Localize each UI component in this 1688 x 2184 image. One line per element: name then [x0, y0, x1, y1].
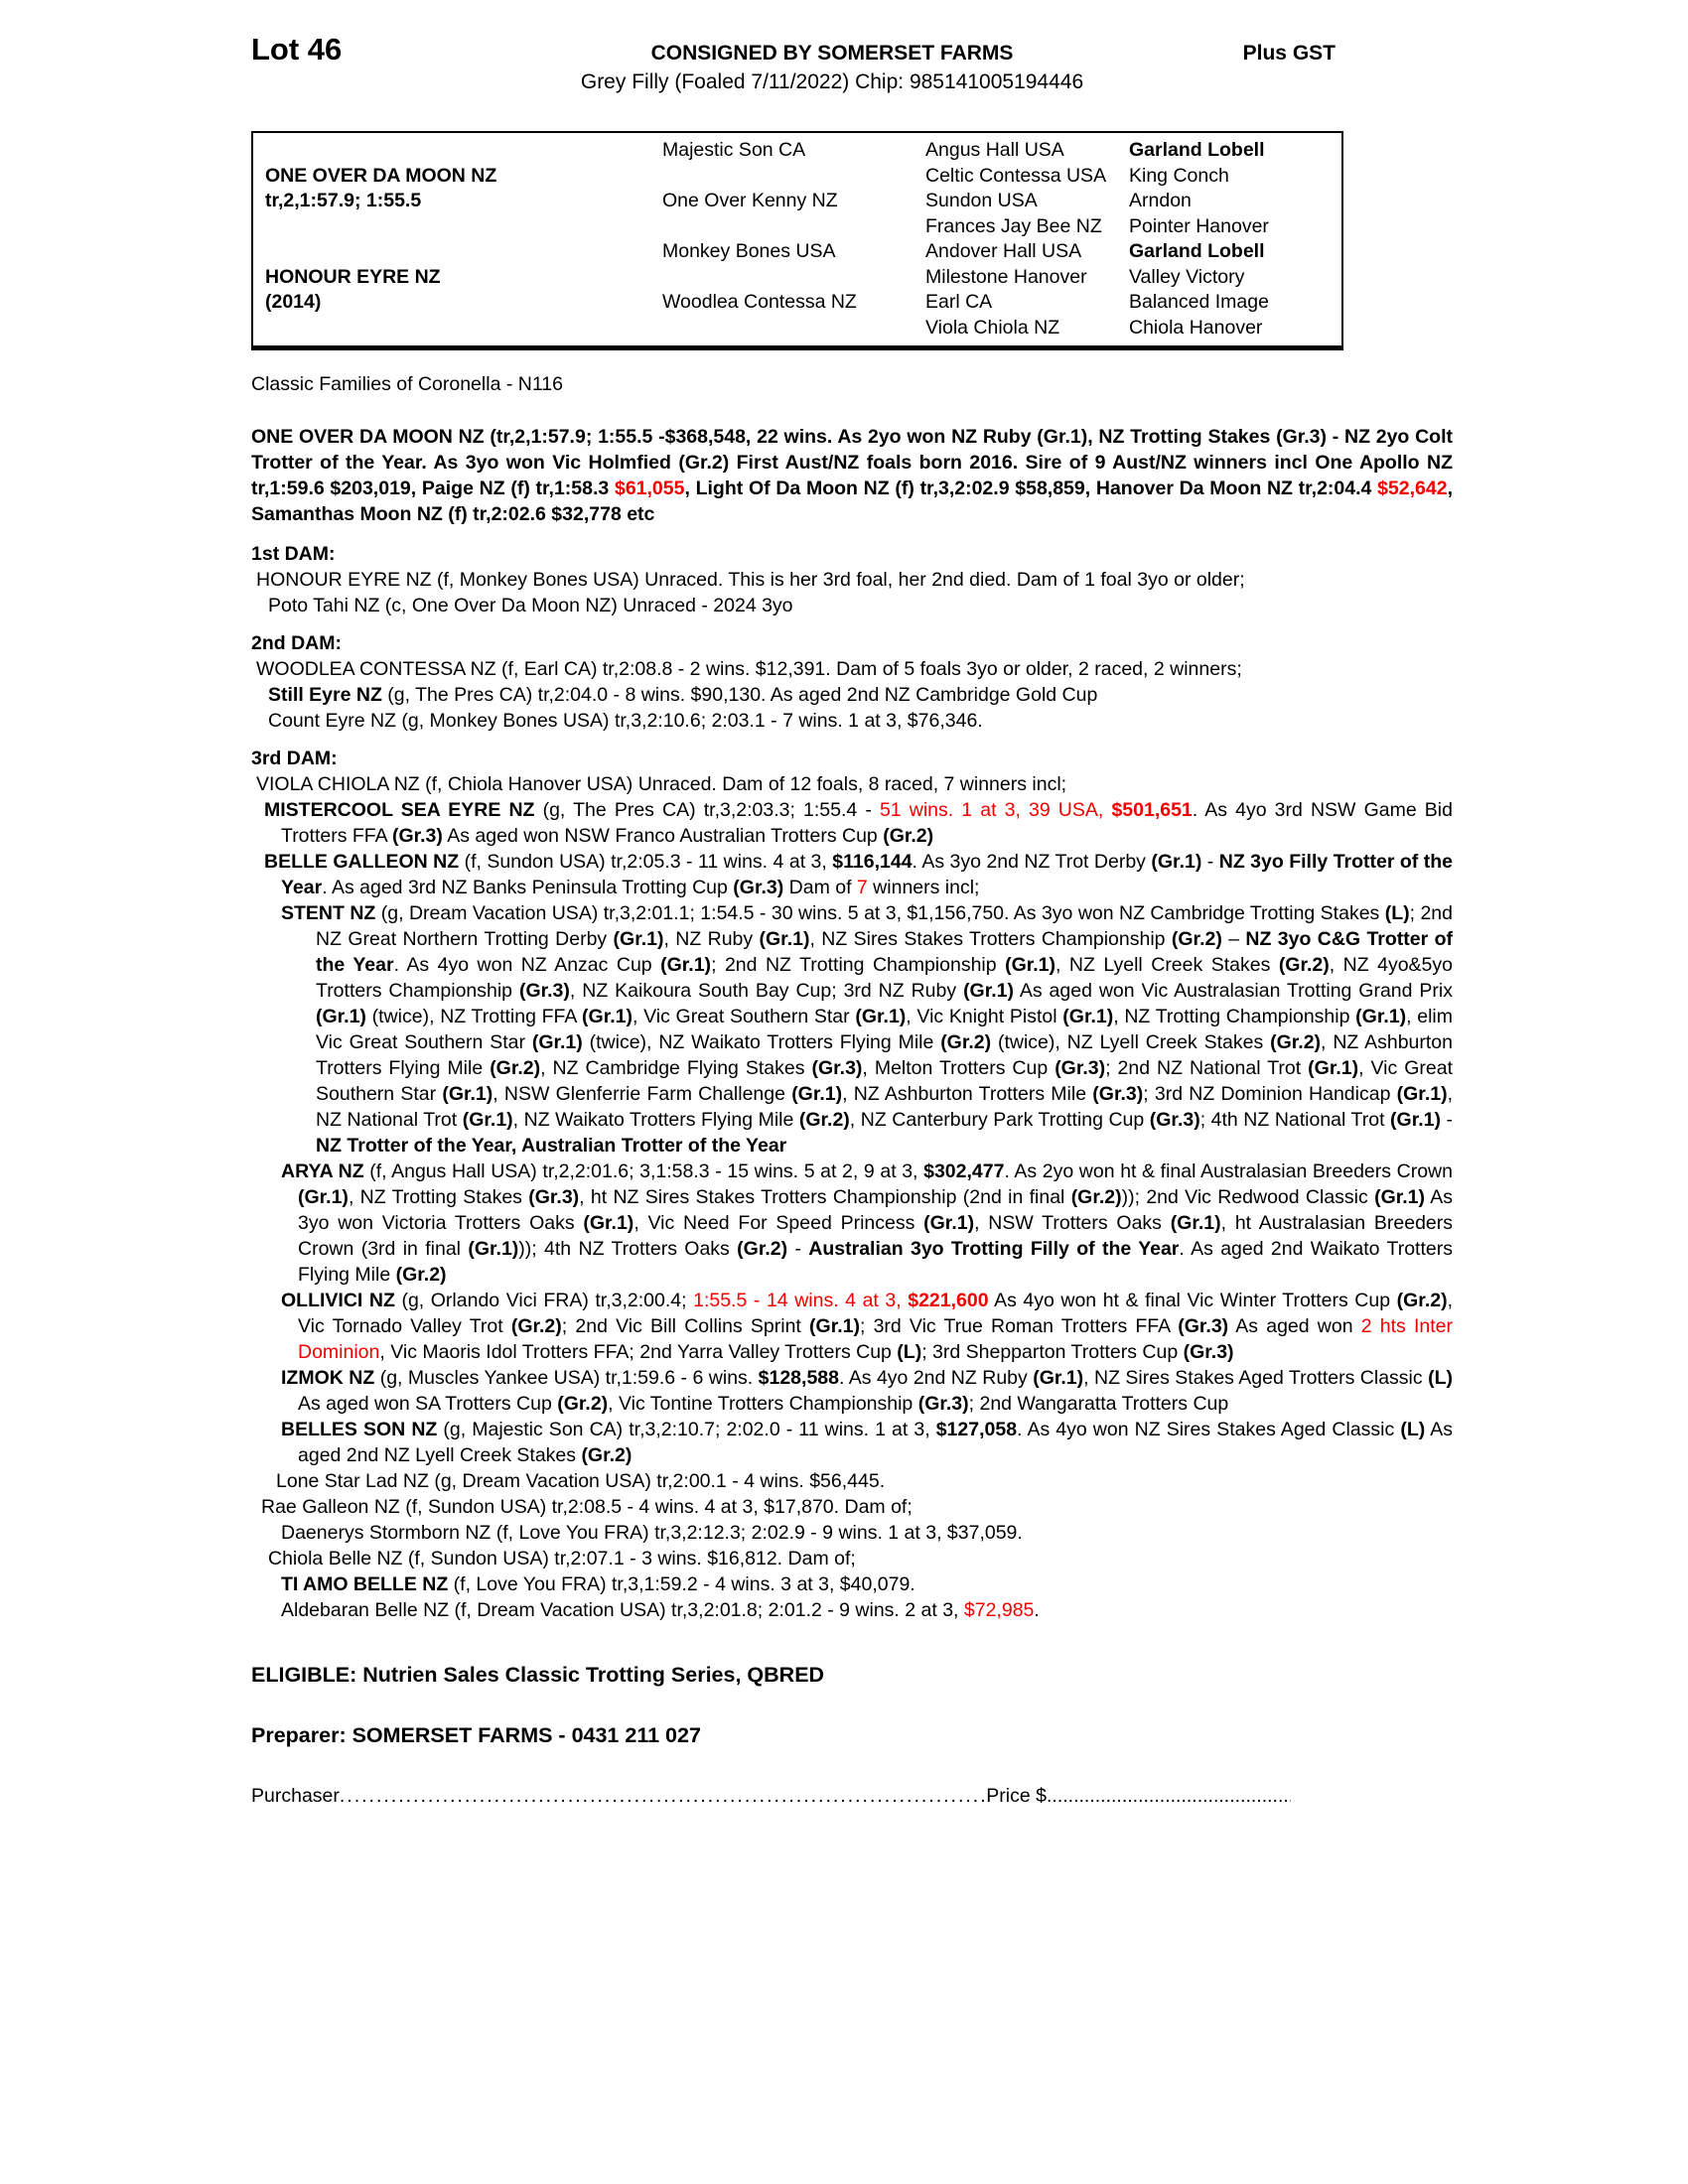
pedigree-cell — [265, 138, 662, 164]
foal-entry-mistercool-sea-eyre: MISTERCOOL SEA EYRE NZ (g, The Pres CA) … — [264, 799, 1453, 847]
pedigree-cell: Majestic Son CA — [662, 139, 806, 161]
classic-families-note: Classic Families of Coronella - N116 — [251, 373, 563, 395]
pedigree-cell — [662, 164, 925, 190]
pedigree-cell: Sundon USA — [925, 190, 1038, 211]
purchaser-label: Purchaser — [251, 1785, 340, 1807]
pedigree-cell: Monkey Bones USA — [662, 240, 836, 262]
dam-section-3: 3rd DAM: VIOLA CHIOLA NZ (f, Chiola Hano… — [251, 746, 1453, 1623]
horse-description: Grey Filly (Foaled 7/11/2022) Chip: 9851… — [580, 70, 1084, 93]
consignor-title: CONSIGNED BY SOMERSET FARMS — [650, 42, 1014, 65]
foal-entry-chiola-belle: Chiola Belle NZ (f, Sundon USA) tr,2:07.… — [268, 1548, 856, 1570]
foal-entry-aldebaran-belle: Aldebaran Belle NZ (f, Dream Vacation US… — [281, 1599, 1040, 1621]
purchaser-dotted-line: ........................................… — [339, 1785, 986, 1807]
pedigree-cell — [265, 316, 662, 341]
dam-entry-woodlea-contessa: WOODLEA CONTESSA NZ (f, Earl CA) tr,2:08… — [256, 658, 1242, 680]
pedigree-cell-dam-name: HONOUR EYRE NZ — [265, 265, 441, 288]
pedigree-cell: Milestone Hanover — [925, 265, 1087, 288]
dam-heading-3rd: 3rd DAM: — [251, 748, 338, 769]
pedigree-cell: Garland Lobell — [1129, 240, 1265, 262]
lot-number: Lot 46 — [251, 32, 343, 67]
pedigree-cell: Andover Hall USA — [925, 240, 1082, 262]
eligibility-note: ELIGIBLE: Nutrien Sales Classic Trotting… — [251, 1663, 825, 1687]
foal-entry-belle-galleon: BELLE GALLEON NZ (f, Sundon USA) tr,2:05… — [264, 851, 1454, 898]
dam-entry-viola-chiola: VIOLA CHIOLA NZ (f, Chiola Hanover USA) … — [256, 773, 1067, 795]
foal-entry-lone-star-lad: Lone Star Lad NZ (g, Dream Vacation USA)… — [276, 1470, 886, 1492]
foal-entry-rae-galleon: Rae Galleon NZ (f, Sundon USA) tr,2:08.5… — [261, 1496, 913, 1518]
preparer-note: Preparer: SOMERSET FARMS - 0431 211 027 — [251, 1723, 701, 1747]
foal-entry-stent: STENT NZ (g, Dream Vacation USA) tr,3,2:… — [281, 902, 1454, 1157]
foal-entry-count-eyre: Count Eyre NZ (g, Monkey Bones USA) tr,3… — [268, 710, 983, 732]
pedigree-cell — [662, 214, 925, 240]
pedigree-cell-sire-name: ONE OVER DA MOON NZ — [265, 164, 497, 187]
foal-entry-ti-amo-belle: TI AMO BELLE NZ (f, Love You FRA) tr,3,1… — [281, 1573, 915, 1595]
purchaser-price-line: Purchaser ..............................… — [251, 1785, 1291, 1808]
pedigree-cell: Earl CA — [925, 291, 993, 313]
dam-entry-honour-eyre: HONOUR EYRE NZ (f, Monkey Bones USA) Unr… — [256, 569, 1245, 591]
foal-entry-still-eyre: Still Eyre NZ (g, The Pres CA) tr,2:04.0… — [268, 684, 1098, 706]
pedigree-cell: King Conch — [1129, 164, 1229, 187]
pedigree-cell: Arndon — [1129, 190, 1192, 211]
pedigree-cell: Pointer Hanover — [1129, 214, 1269, 237]
pedigree-cell-dam-year: (2014) — [265, 291, 322, 313]
foal-entry-ollivici: OLLIVICI NZ (g, Orlando Vici FRA) tr,3,2… — [281, 1290, 1453, 1363]
foal-entry-belles-son: BELLES SON NZ (g, Majestic Son CA) tr,3,… — [281, 1419, 1454, 1466]
pedigree-cell: Garland Lobell — [1129, 139, 1265, 161]
pedigree-cell-sire-record: tr,2,1:57.9; 1:55.5 — [265, 190, 422, 211]
pedigree-cell: Frances Jay Bee NZ — [925, 214, 1102, 237]
pedigree-cell — [265, 239, 662, 265]
sire-summary: ONE OVER DA MOON NZ (tr,2,1:57.9; 1:55.5… — [251, 426, 1454, 525]
foal-entry-daenerys-stormborn: Daenerys Stormborn NZ (f, Love You FRA) … — [281, 1522, 1023, 1544]
pedigree-cell: Valley Victory — [1129, 265, 1245, 288]
pedigree-cell — [662, 265, 925, 291]
dam-heading-2nd: 2nd DAM: — [251, 632, 342, 654]
foal-entry-arya: ARYA NZ (f, Angus Hall USA) tr,2,2:01.6;… — [281, 1160, 1454, 1286]
pedigree-cell: Celtic Contessa USA — [925, 164, 1107, 187]
pedigree-cell — [265, 214, 662, 240]
pedigree-cell: Angus Hall USA — [925, 139, 1064, 161]
foal-entry-izmok: IZMOK NZ (g, Muscles Yankee USA) tr,1:59… — [281, 1367, 1453, 1415]
pedigree-cell — [662, 316, 925, 341]
gst-label: Plus GST — [1242, 42, 1336, 65]
page-header: Lot 46 CONSIGNED BY SOMERSET FARMS Plus … — [251, 30, 1453, 131]
dam-section-1: 1st DAM: HONOUR EYRE NZ (f, Monkey Bones… — [251, 541, 1453, 618]
pedigree-cell: Woodlea Contessa NZ — [662, 291, 857, 313]
pedigree-table: Majestic Son CA Angus Hall USA Garland L… — [251, 131, 1343, 350]
pedigree-cell: Balanced Image — [1129, 291, 1269, 313]
price-dotted-line: ........................................… — [1047, 1785, 1291, 1807]
pedigree-cell: Chiola Hanover — [1129, 316, 1263, 339]
dam-heading-1st: 1st DAM: — [251, 543, 336, 565]
pedigree-cell: Viola Chiola NZ — [925, 316, 1060, 339]
foal-entry-poto-tahi: Poto Tahi NZ (c, One Over Da Moon NZ) Un… — [268, 595, 793, 616]
dam-section-2: 2nd DAM: WOODLEA CONTESSA NZ (f, Earl CA… — [251, 630, 1453, 734]
price-label: Price $ — [986, 1785, 1047, 1807]
pedigree-cell: One Over Kenny NZ — [662, 190, 838, 211]
